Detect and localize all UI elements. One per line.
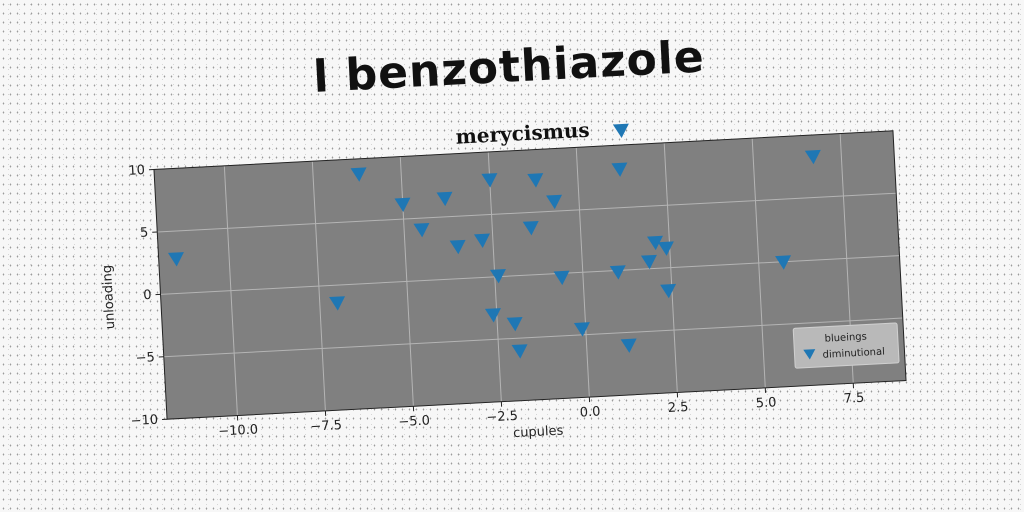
scatter-point	[647, 235, 663, 251]
data-points	[167, 123, 821, 359]
scatter-point	[449, 239, 466, 255]
scatter-point	[329, 296, 346, 311]
scatter-point	[640, 254, 657, 270]
scatter-point	[553, 270, 570, 286]
x-axis-label: cupules	[513, 423, 564, 441]
y-grid-line	[160, 255, 900, 295]
legend-entry-label: diminutional	[822, 347, 885, 361]
scatter-point	[413, 222, 430, 238]
x-tick-label: −7.5	[310, 418, 342, 435]
scatter-point	[167, 252, 184, 267]
scatter-point	[511, 344, 528, 359]
scatter-point	[611, 162, 628, 177]
scatter-point	[657, 241, 674, 256]
scatter-point	[612, 123, 629, 139]
y-grid-line	[163, 317, 903, 358]
legend-box	[792, 322, 900, 369]
scatter-point	[620, 338, 637, 353]
scatter-point	[546, 194, 563, 210]
x-tick-label: 2.5	[667, 400, 688, 416]
x-tick-label: −10.0	[218, 422, 259, 439]
scatter-point	[804, 149, 821, 165]
y-tick-label: −10	[130, 413, 158, 429]
legend-marker-icon	[803, 349, 816, 360]
x-tick-label: −5.0	[398, 413, 430, 430]
scatter-point	[660, 283, 677, 299]
legend-title: blueings	[824, 331, 867, 344]
chart-group: −10.0 −7.5 −5.0 −2.5 0.0 2.5 5.0 7.5 −10 −5 0 5 10 m…	[100, 118, 907, 441]
y-grid-line	[157, 192, 897, 233]
scatter-point	[573, 322, 590, 337]
y-tick-label: 0	[143, 288, 152, 303]
scatter-point	[522, 220, 539, 236]
legend: blueings diminutional	[792, 322, 900, 369]
y-tick-label: −5	[135, 350, 155, 366]
scatter-point	[489, 269, 506, 284]
scatter-point	[473, 233, 490, 248]
x-tick-label: −2.5	[486, 409, 518, 426]
y-tick-label: 10	[128, 163, 145, 179]
chart-title: merycismus	[455, 118, 590, 149]
scatter-point	[350, 167, 367, 182]
scatter-point	[527, 173, 544, 188]
scatter-point	[484, 308, 501, 323]
scatter-point	[506, 316, 523, 332]
x-tick-label: 5.0	[755, 395, 776, 411]
y-tick-label: 5	[140, 225, 149, 240]
axis-ticks: −10.0 −7.5 −5.0 −2.5 0.0 2.5 5.0 7.5 −10 −5 0 5 10	[128, 163, 865, 439]
x-tick-label: 0.0	[579, 405, 600, 421]
x-tick-label: 7.5	[843, 391, 864, 407]
scatter-point	[394, 197, 411, 213]
scatter-point	[775, 255, 792, 270]
y-axis-label: unloading	[100, 265, 118, 330]
scatter-point	[481, 173, 498, 188]
scatter-point	[436, 191, 453, 207]
scatter-point	[609, 265, 626, 280]
